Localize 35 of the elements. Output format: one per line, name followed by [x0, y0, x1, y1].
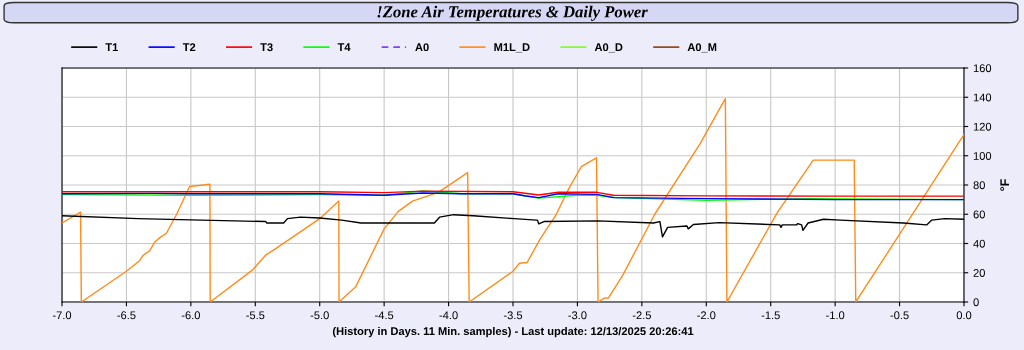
x-tick-label: -5.0: [310, 311, 329, 320]
y-tick-label: 160: [973, 64, 992, 73]
x-tick-label: -2.0: [697, 311, 716, 320]
y-tick-label: 120: [973, 122, 992, 131]
x-tick-label: -3.5: [503, 311, 523, 320]
x-tick-label: -6.5: [117, 311, 136, 320]
legend-label: T2: [182, 43, 196, 52]
x-tick-label: -3.0: [568, 311, 587, 320]
x-tick-label: -1.5: [761, 311, 780, 320]
x-tick-label: -0.5: [890, 311, 909, 320]
x-tick-label: -4.0: [439, 311, 458, 320]
x-tick-label: -7.0: [52, 311, 72, 320]
y-tick-label: 0: [973, 298, 979, 307]
legend-label: T1: [105, 43, 118, 52]
y-tick-label: 140: [973, 93, 992, 102]
x-tick-label: -4.5: [375, 311, 394, 320]
x-tick-label: -1.0: [826, 311, 845, 320]
x-tick-label: -2.5: [632, 311, 651, 320]
legend-label: A0: [415, 43, 429, 52]
x-axis-title: (History in Days. 11 Min. samples) - Last update: 12/13/2025 20:26:41: [332, 326, 694, 338]
y-tick-label: 100: [973, 152, 992, 160]
legend-label: T4: [337, 43, 351, 52]
x-tick-label: -6.0: [181, 311, 200, 320]
legend-label: A0_M: [687, 43, 717, 53]
y-tick-label: 80: [973, 181, 985, 190]
chart-title: !Zone Air Temperatures & Daily Power: [377, 5, 648, 21]
legend-label: A0_D: [594, 43, 623, 53]
y-tick-label: 20: [973, 269, 985, 277]
legend-label: M1L_D: [494, 43, 530, 53]
y-tick-label: 40: [973, 239, 985, 248]
legend-label: T3: [260, 43, 273, 52]
x-tick-label: -5.5: [246, 311, 265, 320]
y-axis-title: °F: [1000, 179, 1009, 191]
x-tick-label: 0.0: [956, 311, 972, 320]
y-tick-label: 60: [973, 210, 985, 219]
